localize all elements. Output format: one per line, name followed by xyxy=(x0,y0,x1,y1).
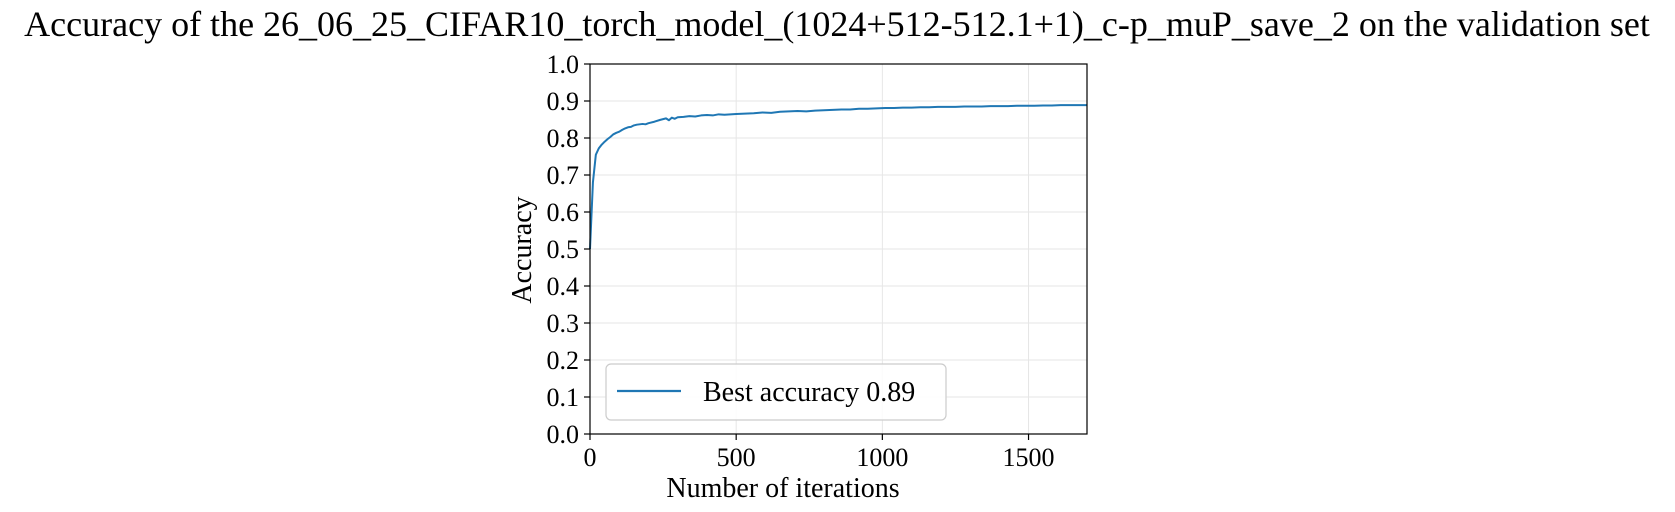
legend-series-label: Best accuracy 0.89 xyxy=(703,377,915,408)
chart-title: Accuracy of the 26_06_25_CIFAR10_torch_m… xyxy=(24,4,1650,44)
series-line-best-accuracy xyxy=(589,104,1087,250)
y-tick-label: 0.7 xyxy=(547,161,580,190)
y-tick-label: 0.5 xyxy=(547,235,580,264)
y-tick-label: 0.6 xyxy=(547,198,580,227)
legend-box xyxy=(605,363,947,421)
x-tick-label: 1000 xyxy=(856,443,908,472)
x-tick-label: 1500 xyxy=(1003,443,1055,472)
legend: Best accuracy 0.89 xyxy=(605,363,947,421)
y-tick-label: 0.4 xyxy=(547,272,580,301)
y-tick-labels: 0.0 0.1 0.2 0.3 0.4 0.5 0.6 0.7 0.8 0.9 1.0 xyxy=(547,50,580,449)
y-axis-label: Accuracy xyxy=(507,196,538,303)
tick-marks xyxy=(584,63,1030,440)
y-tick-label: 1.0 xyxy=(547,50,580,79)
y-tick-label: 0.2 xyxy=(547,346,580,375)
x-tick-labels: 0 500 1000 1500 xyxy=(584,443,1055,472)
y-tick-label: 0.9 xyxy=(547,87,580,116)
y-tick-label: 0.0 xyxy=(547,420,580,449)
y-tick-label: 0.1 xyxy=(547,383,580,412)
y-tick-label: 0.3 xyxy=(547,309,580,338)
x-axis-label: Number of iterations xyxy=(666,473,899,504)
x-tick-label: 500 xyxy=(717,443,756,472)
y-tick-label: 0.8 xyxy=(547,124,580,153)
series-layer xyxy=(589,104,1087,250)
x-tick-label: 0 xyxy=(584,443,597,472)
